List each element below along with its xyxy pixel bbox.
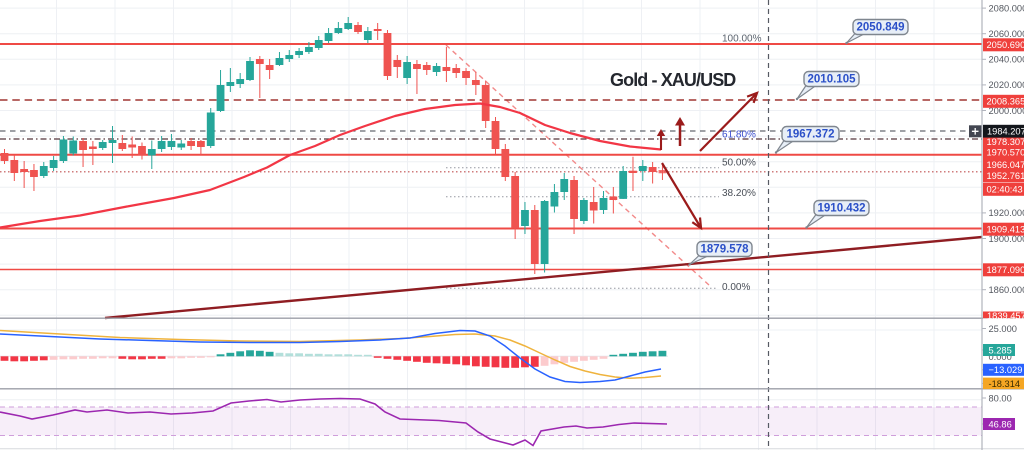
svg-text:1860.000: 1860.000 (989, 285, 1024, 295)
svg-text:61.80%: 61.80% (722, 130, 756, 141)
svg-text:2060.000: 2060.000 (989, 29, 1024, 39)
svg-text:0.00%: 0.00% (722, 282, 750, 293)
svg-text:25.000: 25.000 (989, 324, 1017, 334)
svg-text:0.000: 0.000 (989, 352, 1012, 362)
svg-text:−13.029: −13.029 (989, 365, 1023, 375)
svg-text:50.00%: 50.00% (722, 158, 756, 169)
svg-text:1900.000: 1900.000 (989, 234, 1024, 244)
svg-text:2050.690: 2050.690 (987, 40, 1024, 50)
svg-text:1920.000: 1920.000 (989, 208, 1024, 218)
svg-text:46.86: 46.86 (989, 419, 1012, 429)
svg-text:1909.413: 1909.413 (987, 225, 1024, 235)
svg-text:1952.761: 1952.761 (987, 171, 1024, 181)
svg-text:1910.432: 1910.432 (818, 203, 866, 215)
svg-text:1879.578: 1879.578 (701, 244, 750, 256)
svg-text:1970.570: 1970.570 (987, 148, 1024, 158)
svg-text:2008.365: 2008.365 (987, 97, 1024, 107)
svg-text:5.285: 5.285 (989, 345, 1012, 355)
svg-text:38.20%: 38.20% (722, 188, 756, 199)
svg-text:1978.307: 1978.307 (987, 137, 1024, 147)
svg-text:2010.105: 2010.105 (808, 74, 857, 86)
svg-text:Gold - XAU/USD: Gold - XAU/USD (610, 70, 736, 90)
svg-text:1966.047: 1966.047 (987, 160, 1024, 170)
svg-text:02:40:43: 02:40:43 (987, 185, 1023, 195)
svg-text:2040.000: 2040.000 (989, 55, 1024, 65)
svg-text:80.00: 80.00 (989, 393, 1012, 403)
svg-text:1984.207: 1984.207 (987, 127, 1024, 137)
svg-text:1877.090: 1877.090 (987, 265, 1024, 275)
svg-text:100.00%: 100.00% (722, 34, 762, 45)
svg-text:2080.000: 2080.000 (989, 3, 1024, 13)
svg-text:1967.372: 1967.372 (787, 129, 835, 141)
svg-text:1839.457: 1839.457 (987, 311, 1024, 321)
svg-text:2020.000: 2020.000 (989, 80, 1024, 90)
svg-text:2050.849: 2050.849 (857, 22, 905, 34)
svg-text:2000.000: 2000.000 (989, 106, 1024, 116)
svg-text:-18.314: -18.314 (989, 379, 1021, 389)
